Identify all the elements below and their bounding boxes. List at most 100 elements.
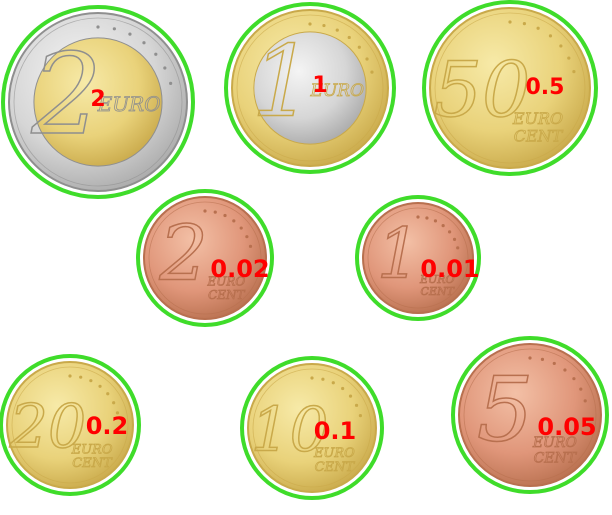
one-cent-value-label: 0.01	[420, 255, 479, 283]
star-icon	[310, 376, 314, 380]
two-euro-highlight-ring	[1, 5, 195, 199]
star-icon	[416, 215, 420, 219]
one-euro-face-word: EURO	[310, 81, 365, 101]
ten-cent-body	[247, 363, 377, 493]
star-icon	[213, 210, 217, 214]
star-icon	[308, 22, 312, 26]
star-icon	[563, 368, 567, 372]
one-euro-inner-disc	[253, 31, 367, 145]
star-icon	[347, 35, 351, 40]
star-icon	[68, 374, 72, 378]
star-icon	[169, 81, 173, 85]
star-icon	[579, 387, 583, 391]
twenty-cent-value-label: 0.2	[86, 412, 129, 440]
star-icon	[425, 216, 429, 220]
two-cent-body	[143, 196, 267, 320]
five-cent-face-word: CENT	[534, 451, 578, 467]
star-icon	[96, 25, 100, 29]
star-icon	[552, 361, 556, 366]
star-icon	[112, 27, 116, 31]
star-icon	[331, 381, 335, 385]
star-icon	[548, 34, 553, 38]
star-icon	[365, 57, 369, 61]
twenty-cent-body	[6, 361, 134, 489]
twenty-cent-highlight-ring	[0, 354, 141, 496]
one-cent-face-word: CENT	[421, 285, 456, 298]
fifty-cent-face-word: CENT	[514, 127, 564, 146]
two-cent-face-number: 2	[158, 208, 207, 297]
star-icon	[452, 237, 457, 242]
two-euro-inner-disc	[33, 37, 163, 167]
star-icon	[508, 20, 512, 24]
two-cent-value-label: 0.02	[210, 255, 269, 283]
star-icon	[572, 377, 576, 381]
ten-cent-face-number: 10	[251, 394, 329, 465]
fifty-cent-rim	[434, 12, 586, 164]
ten-cent-value-label: 0.1	[314, 417, 357, 445]
star-icon	[79, 375, 83, 379]
star-icon	[357, 45, 361, 49]
star-icon	[433, 219, 438, 223]
star-icon	[89, 379, 93, 383]
fifty-cent-body	[429, 7, 591, 169]
star-icon	[540, 357, 545, 361]
two-euro-value-label: 2	[90, 87, 105, 112]
star-icon	[572, 70, 576, 74]
star-icon	[341, 386, 345, 391]
star-icon	[142, 41, 146, 45]
star-icon	[522, 21, 527, 26]
star-icon	[322, 23, 326, 28]
star-icon	[115, 411, 120, 415]
twenty-cent-face-word: EURO	[71, 442, 113, 457]
star-icon	[112, 401, 116, 405]
star-icon	[98, 384, 102, 388]
ten-cent-face-word: CENT	[315, 460, 356, 475]
one-cent-body	[362, 202, 474, 314]
star-icon	[245, 235, 249, 239]
two-cent-face-word: EURO	[206, 274, 245, 288]
fifty-cent-highlight-ring	[422, 0, 598, 176]
one-cent-face-word: EURO	[419, 273, 455, 286]
two-euro-face-number: 2	[31, 31, 103, 160]
fifty-cent-face-word: EURO	[512, 109, 563, 128]
star-icon	[528, 356, 532, 360]
two-cent-face-word: CENT	[208, 288, 245, 302]
star-icon	[335, 28, 339, 32]
two-cent-rim	[148, 201, 262, 315]
star-icon	[348, 394, 353, 398]
five-cent-body	[458, 343, 602, 487]
fifty-cent-value-label: 0.5	[526, 75, 565, 100]
two-cent-highlight-ring	[136, 189, 274, 327]
five-cent-face-word: EURO	[532, 435, 578, 451]
five-cent-value-label: 0.05	[537, 413, 596, 441]
star-icon	[567, 56, 571, 60]
ten-cent-face-word: EURO	[313, 446, 355, 461]
five-cent-highlight-ring	[451, 336, 609, 494]
one-cent-face-number: 1	[377, 214, 421, 294]
fifty-cent-face-number: 50	[434, 45, 531, 134]
star-icon	[583, 399, 587, 403]
star-icon	[354, 403, 359, 407]
star-icon	[223, 213, 227, 218]
one-cent-rim	[367, 207, 469, 309]
star-icon	[559, 44, 563, 48]
one-euro-value-label: 1	[312, 73, 327, 98]
star-icon	[163, 66, 167, 70]
star-icon	[232, 219, 236, 223]
two-euro-face-word: EURO	[97, 92, 161, 116]
one-euro-rim	[236, 14, 384, 162]
twenty-cent-face-word: CENT	[72, 456, 113, 471]
star-icon	[321, 377, 325, 381]
star-icon	[448, 230, 452, 234]
twenty-cent-face-number: 20	[9, 392, 86, 462]
star-icon	[106, 392, 110, 396]
star-icon	[248, 244, 253, 248]
star-icon	[358, 413, 363, 418]
five-cent-rim	[463, 348, 597, 482]
